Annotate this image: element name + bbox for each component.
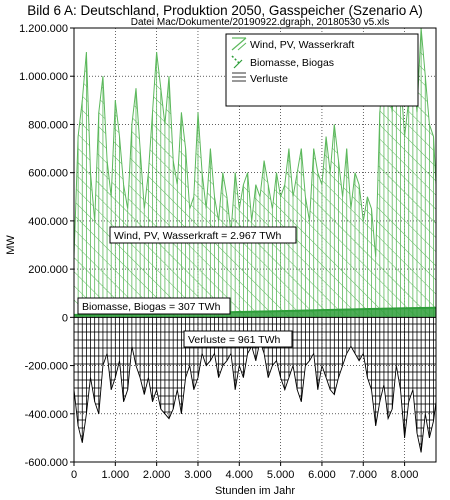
y-tick-label: 1.000.000 bbox=[19, 71, 68, 83]
x-tick-label: 7.000 bbox=[350, 469, 378, 481]
plot-frame bbox=[73, 27, 437, 463]
x-tick-label: 3.000 bbox=[184, 469, 212, 481]
x-tick-label: 1.000 bbox=[102, 469, 130, 481]
series-wind-line bbox=[74, 28, 436, 258]
y-tick-label: 0 bbox=[62, 312, 68, 324]
legend-label-bio: Biomasse, Biogas bbox=[250, 57, 334, 69]
y-tick-label: -600.000 bbox=[25, 457, 68, 469]
y-tick-label: 600.000 bbox=[28, 168, 68, 180]
x-tick-label: 5.000 bbox=[267, 469, 295, 481]
annotation-bio-text: Biomasse, Biogas = 307 TWh bbox=[82, 301, 221, 313]
x-tick-label: 4.000 bbox=[226, 469, 254, 481]
legend-box bbox=[225, 33, 419, 107]
annotation-bio: Biomasse, Biogas = 307 TWh bbox=[77, 297, 231, 315]
legend-swatch-loss bbox=[232, 72, 246, 82]
legend-swatch-bio bbox=[231, 55, 243, 69]
y-tick-label: 400.000 bbox=[28, 216, 68, 228]
y-axis-label: MW bbox=[5, 235, 17, 255]
legend-label-wind: Wind, PV, Wasserkraft bbox=[250, 39, 354, 51]
y-tick-label: 200.000 bbox=[28, 264, 68, 276]
series-loss-area bbox=[74, 317, 436, 453]
x-tick-label: 8.000 bbox=[391, 469, 419, 481]
annotation-loss-text: Verluste = 961 TWh bbox=[188, 334, 280, 346]
axis-ticks: -600.000 -400.000 -200.000 0 200.000 400.000 6… bbox=[19, 23, 418, 481]
data-layer bbox=[74, 28, 436, 453]
chart-subtitle: Datei Mac/Dokumente/20190922.dgraph, 201… bbox=[130, 17, 390, 28]
x-tick-label: 6.000 bbox=[308, 469, 336, 481]
y-tick-label: 800.000 bbox=[28, 119, 68, 131]
annotation-wind: Wind, PV, Wasserkraft = 2.967 TWh bbox=[109, 226, 297, 244]
y-tick-label: -200.000 bbox=[25, 361, 68, 373]
legend-label-loss: Verluste bbox=[250, 73, 288, 85]
legend-swatch-wind bbox=[231, 37, 247, 51]
y-tick-label: 1.200.000 bbox=[19, 23, 68, 35]
x-tick-label: 0 bbox=[71, 469, 77, 481]
x-tick-label: 2.000 bbox=[143, 469, 171, 481]
chart-title: Bild 6 A: Deutschland, Produktion 2050, … bbox=[27, 3, 423, 18]
annotation-loss: Verluste = 961 TWh bbox=[183, 330, 293, 348]
annotation-wind-text: Wind, PV, Wasserkraft = 2.967 TWh bbox=[114, 230, 282, 242]
y-tick-label: -400.000 bbox=[25, 409, 68, 421]
legend: Wind, PV, Wasserkraft Biomasse, Biogas V… bbox=[225, 33, 419, 107]
series-wind-area bbox=[74, 28, 436, 318]
x-axis-label: Stunden im Jahr bbox=[215, 485, 295, 497]
